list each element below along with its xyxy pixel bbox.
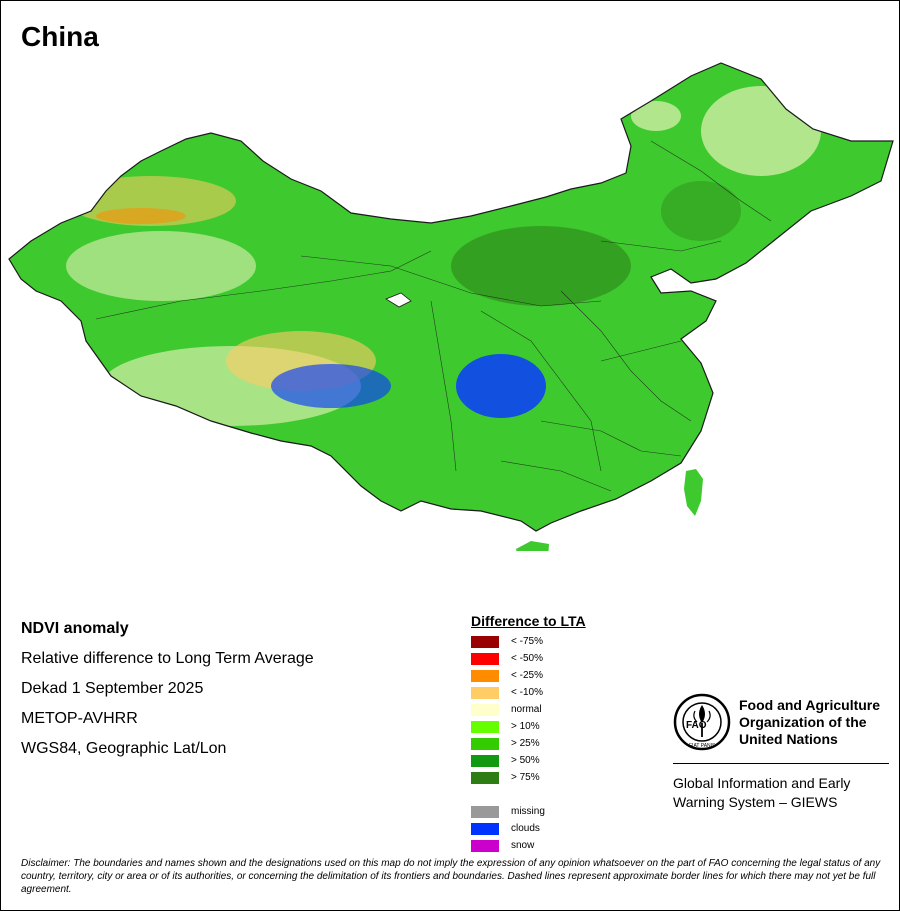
northeast-dark-area	[661, 181, 741, 241]
china-border	[8, 62, 894, 532]
legend-label: < -50%	[511, 653, 543, 664]
legend-label: < -25%	[511, 670, 543, 681]
disclaimer: Disclaimer: The boundaries and names sho…	[21, 858, 881, 895]
sensor-name: METOP-AVHRR	[21, 710, 138, 727]
projection-info: WGS84, Geographic Lat/Lon	[21, 740, 227, 757]
legend-item: snow	[471, 837, 586, 854]
system-line-2: Warning System – GIEWS	[673, 794, 838, 810]
legend-item: normal	[471, 701, 586, 718]
legend-swatch	[471, 822, 499, 835]
qinghai-lake	[385, 292, 412, 308]
taiwan-island	[684, 469, 703, 516]
legend-label: > 75%	[511, 772, 540, 783]
legend-label: > 10%	[511, 721, 540, 732]
legend-swatch	[471, 805, 499, 818]
legend-item: < -75%	[471, 633, 586, 650]
legend-item: < -25%	[471, 667, 586, 684]
basin-pale-area	[66, 231, 256, 301]
fao-block: FAO FIAT PANIS Food and Agriculture Orga…	[673, 693, 889, 812]
plateau-cloud-area	[271, 364, 391, 408]
legend-swatch	[471, 754, 499, 767]
logo-letters: FAO	[686, 720, 707, 731]
legend-label: normal	[511, 704, 542, 715]
north-dark-green-area	[451, 226, 631, 306]
system-line-1: Global Information and Early	[673, 775, 851, 791]
hainan-island	[516, 541, 549, 551]
fao-logo-icon: FAO FIAT PANIS	[673, 693, 731, 751]
org-line-2: Organization of the	[739, 713, 867, 730]
legend-label: snow	[511, 840, 535, 851]
giews-system-name: Global Information and Early Warning Sys…	[673, 774, 889, 812]
legend-item: clouds	[471, 820, 586, 837]
fao-divider	[673, 763, 889, 764]
legend-swatch	[471, 686, 499, 699]
logo-motto: FIAT PANIS	[689, 743, 716, 749]
org-line-1: Food and Agriculture	[739, 696, 881, 713]
legend-item: < -50%	[471, 650, 586, 667]
legend-swatch	[471, 635, 499, 648]
legend-swatch	[471, 652, 499, 665]
legend-item: > 25%	[471, 735, 586, 752]
legend-label: > 25%	[511, 738, 540, 749]
legend-item: > 50%	[471, 752, 586, 769]
legend: Difference to LTA < -75% < -50% < -25% <…	[471, 613, 586, 854]
time-period: Dekad 1 September 2025	[21, 680, 204, 697]
org-line-3: United Nations	[739, 730, 838, 747]
legend-swatch	[471, 839, 499, 852]
xinjiang-deficit-band	[96, 208, 186, 224]
legend-label: < -10%	[511, 687, 543, 698]
legend-item: < -10%	[471, 684, 586, 701]
legend-label: < -75%	[511, 636, 543, 647]
product-description: Relative difference to Long Term Average	[21, 650, 314, 667]
inner-mongolia-pale-area	[631, 101, 681, 131]
northeast-pale-area	[701, 86, 821, 176]
legend-swatch	[471, 669, 499, 682]
legend-label: clouds	[511, 823, 540, 834]
map-info: NDVI anomaly Relative difference to Long…	[21, 619, 314, 769]
china-ndvi-map	[8, 62, 894, 551]
legend-item: > 10%	[471, 718, 586, 735]
sichuan-cloud-area	[456, 354, 546, 418]
legend-item: > 75%	[471, 769, 586, 786]
legend-title: Difference to LTA	[471, 613, 586, 629]
legend-label: missing	[511, 806, 545, 817]
legend-swatch	[471, 737, 499, 750]
legend-swatch	[471, 771, 499, 784]
fao-organization-name: Food and Agriculture Organization of the…	[739, 697, 880, 748]
province-boundaries	[95, 140, 772, 492]
legend-swatch	[471, 720, 499, 733]
legend-item: missing	[471, 803, 586, 820]
legend-swatch	[471, 703, 499, 716]
map-title: China	[21, 21, 99, 52]
product-name: NDVI anomaly	[21, 620, 129, 637]
legend-label: > 50%	[511, 755, 540, 766]
